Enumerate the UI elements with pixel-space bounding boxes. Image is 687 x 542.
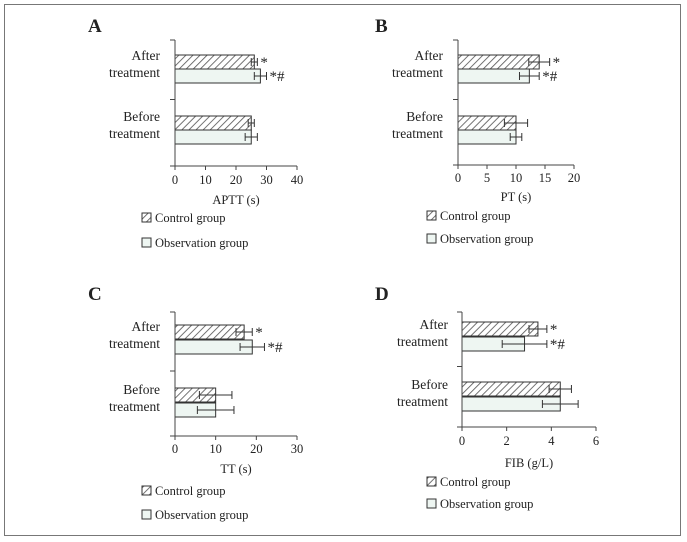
x-axis-title: APTT (s) xyxy=(212,193,259,207)
x-tick-label: 20 xyxy=(250,442,263,456)
legend-swatch-control xyxy=(426,210,437,221)
x-axis-title: PT (s) xyxy=(501,190,532,204)
category-label-after: After treatment xyxy=(109,319,160,351)
bar-control-before xyxy=(174,115,252,131)
x-tick-label: 10 xyxy=(510,171,523,185)
panel-letter-d: D xyxy=(375,284,389,305)
significance-marker: *# xyxy=(267,340,283,356)
bar-observation-before xyxy=(174,129,252,145)
x-tick-label: 0 xyxy=(459,434,465,448)
significance-marker: *# xyxy=(542,69,558,85)
bar-control-after xyxy=(457,54,540,70)
panel-letter-a: A xyxy=(88,16,102,37)
legend-label-control: Control group xyxy=(155,211,225,225)
panel-b: B **# 0 5 10 15 20 After treatment Before treatmen… xyxy=(375,16,580,246)
category-label-after: After treatment xyxy=(392,48,443,80)
panel-letter-b: B xyxy=(375,16,388,37)
bar-control-after xyxy=(174,324,245,340)
x-tick-label: 30 xyxy=(291,442,304,456)
significance-marker: * xyxy=(550,322,558,338)
legend-swatch-control xyxy=(141,212,152,223)
significance-marker: *# xyxy=(550,337,566,353)
significance-marker: * xyxy=(553,55,561,71)
x-axis-title: FIB (g/L) xyxy=(505,456,553,470)
x-tick-label: 15 xyxy=(539,171,552,185)
panel-c: C **# 0 10 20 30 After treatment Before treatment… xyxy=(88,284,303,522)
category-label-after: After treatment xyxy=(397,317,448,349)
x-tick-label: 40 xyxy=(291,173,304,187)
bar-observation-before xyxy=(457,129,517,145)
legend-swatch-observation xyxy=(141,237,152,248)
legend-swatch-observation xyxy=(426,233,437,244)
x-tick-label: 0 xyxy=(172,442,178,456)
x-axis-title: TT (s) xyxy=(220,462,251,476)
legend-label-control: Control group xyxy=(440,209,510,223)
category-label-before: Before treatment xyxy=(109,382,160,414)
panel-a: A **# 0 10 20 30 40 After treatment Before treatme… xyxy=(88,16,303,250)
x-tick-label: 20 xyxy=(568,171,581,185)
panel-letter-c: C xyxy=(88,284,102,305)
significance-marker: * xyxy=(260,55,268,71)
legend-swatch-observation xyxy=(141,509,152,520)
panel-d: D **# 0 2 4 6 After treatment Before treatment FIB… xyxy=(375,284,599,511)
legend-label-control: Control group xyxy=(155,484,225,498)
legend-swatch-observation xyxy=(426,498,437,509)
category-label-after: After treatment xyxy=(109,48,160,80)
bar-observation-after xyxy=(457,68,530,84)
bar-control-after xyxy=(461,321,539,337)
x-tick-label: 0 xyxy=(172,173,178,187)
bar-observation-after xyxy=(174,68,261,84)
category-label-before: Before treatment xyxy=(392,109,443,141)
x-tick-label: 0 xyxy=(455,171,461,185)
legend-swatch-control xyxy=(426,476,437,487)
category-label-before: Before treatment xyxy=(397,377,448,409)
x-tick-label: 4 xyxy=(548,434,555,448)
legend-label-observation: Observation group xyxy=(440,232,533,246)
x-tick-label: 10 xyxy=(199,173,212,187)
legend-label-observation: Observation group xyxy=(155,236,248,250)
category-label-before: Before treatment xyxy=(109,109,160,141)
legend-swatch-control xyxy=(141,485,152,496)
significance-marker: *# xyxy=(270,69,286,85)
x-tick-label: 5 xyxy=(484,171,490,185)
x-tick-label: 10 xyxy=(209,442,222,456)
legend-label-control: Control group xyxy=(440,475,510,489)
legend-label-observation: Observation group xyxy=(155,508,248,522)
x-tick-label: 2 xyxy=(504,434,510,448)
significance-marker: * xyxy=(255,325,263,341)
bar-control-before xyxy=(461,381,561,397)
x-tick-label: 20 xyxy=(230,173,243,187)
x-tick-label: 6 xyxy=(593,434,599,448)
legend-label-observation: Observation group xyxy=(440,497,533,511)
bar-control-after xyxy=(174,54,255,70)
figure-frame xyxy=(4,4,681,536)
x-tick-label: 30 xyxy=(260,173,273,187)
